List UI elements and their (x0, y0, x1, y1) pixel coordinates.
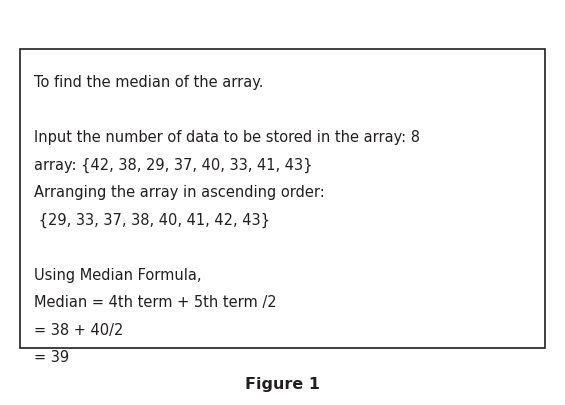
Text: Input the number of data to be stored in the array: 8: Input the number of data to be stored in… (34, 130, 420, 145)
Text: Median = 4th term + 5th term /2: Median = 4th term + 5th term /2 (34, 295, 276, 310)
Text: To find the median of the array.: To find the median of the array. (34, 75, 263, 90)
Text: Arranging the array in ascending order:: Arranging the array in ascending order: (34, 185, 325, 200)
Text: Using Median Formula,: Using Median Formula, (34, 268, 201, 283)
FancyBboxPatch shape (20, 49, 545, 348)
Text: Figure 1: Figure 1 (245, 377, 320, 392)
Text: = 38 + 40/2: = 38 + 40/2 (34, 323, 123, 338)
Text: = 39: = 39 (34, 350, 69, 365)
Text: array: {42, 38, 29, 37, 40, 33, 41, 43}: array: {42, 38, 29, 37, 40, 33, 41, 43} (34, 158, 312, 173)
Text: {29, 33, 37, 38, 40, 41, 42, 43}: {29, 33, 37, 38, 40, 41, 42, 43} (34, 213, 270, 228)
